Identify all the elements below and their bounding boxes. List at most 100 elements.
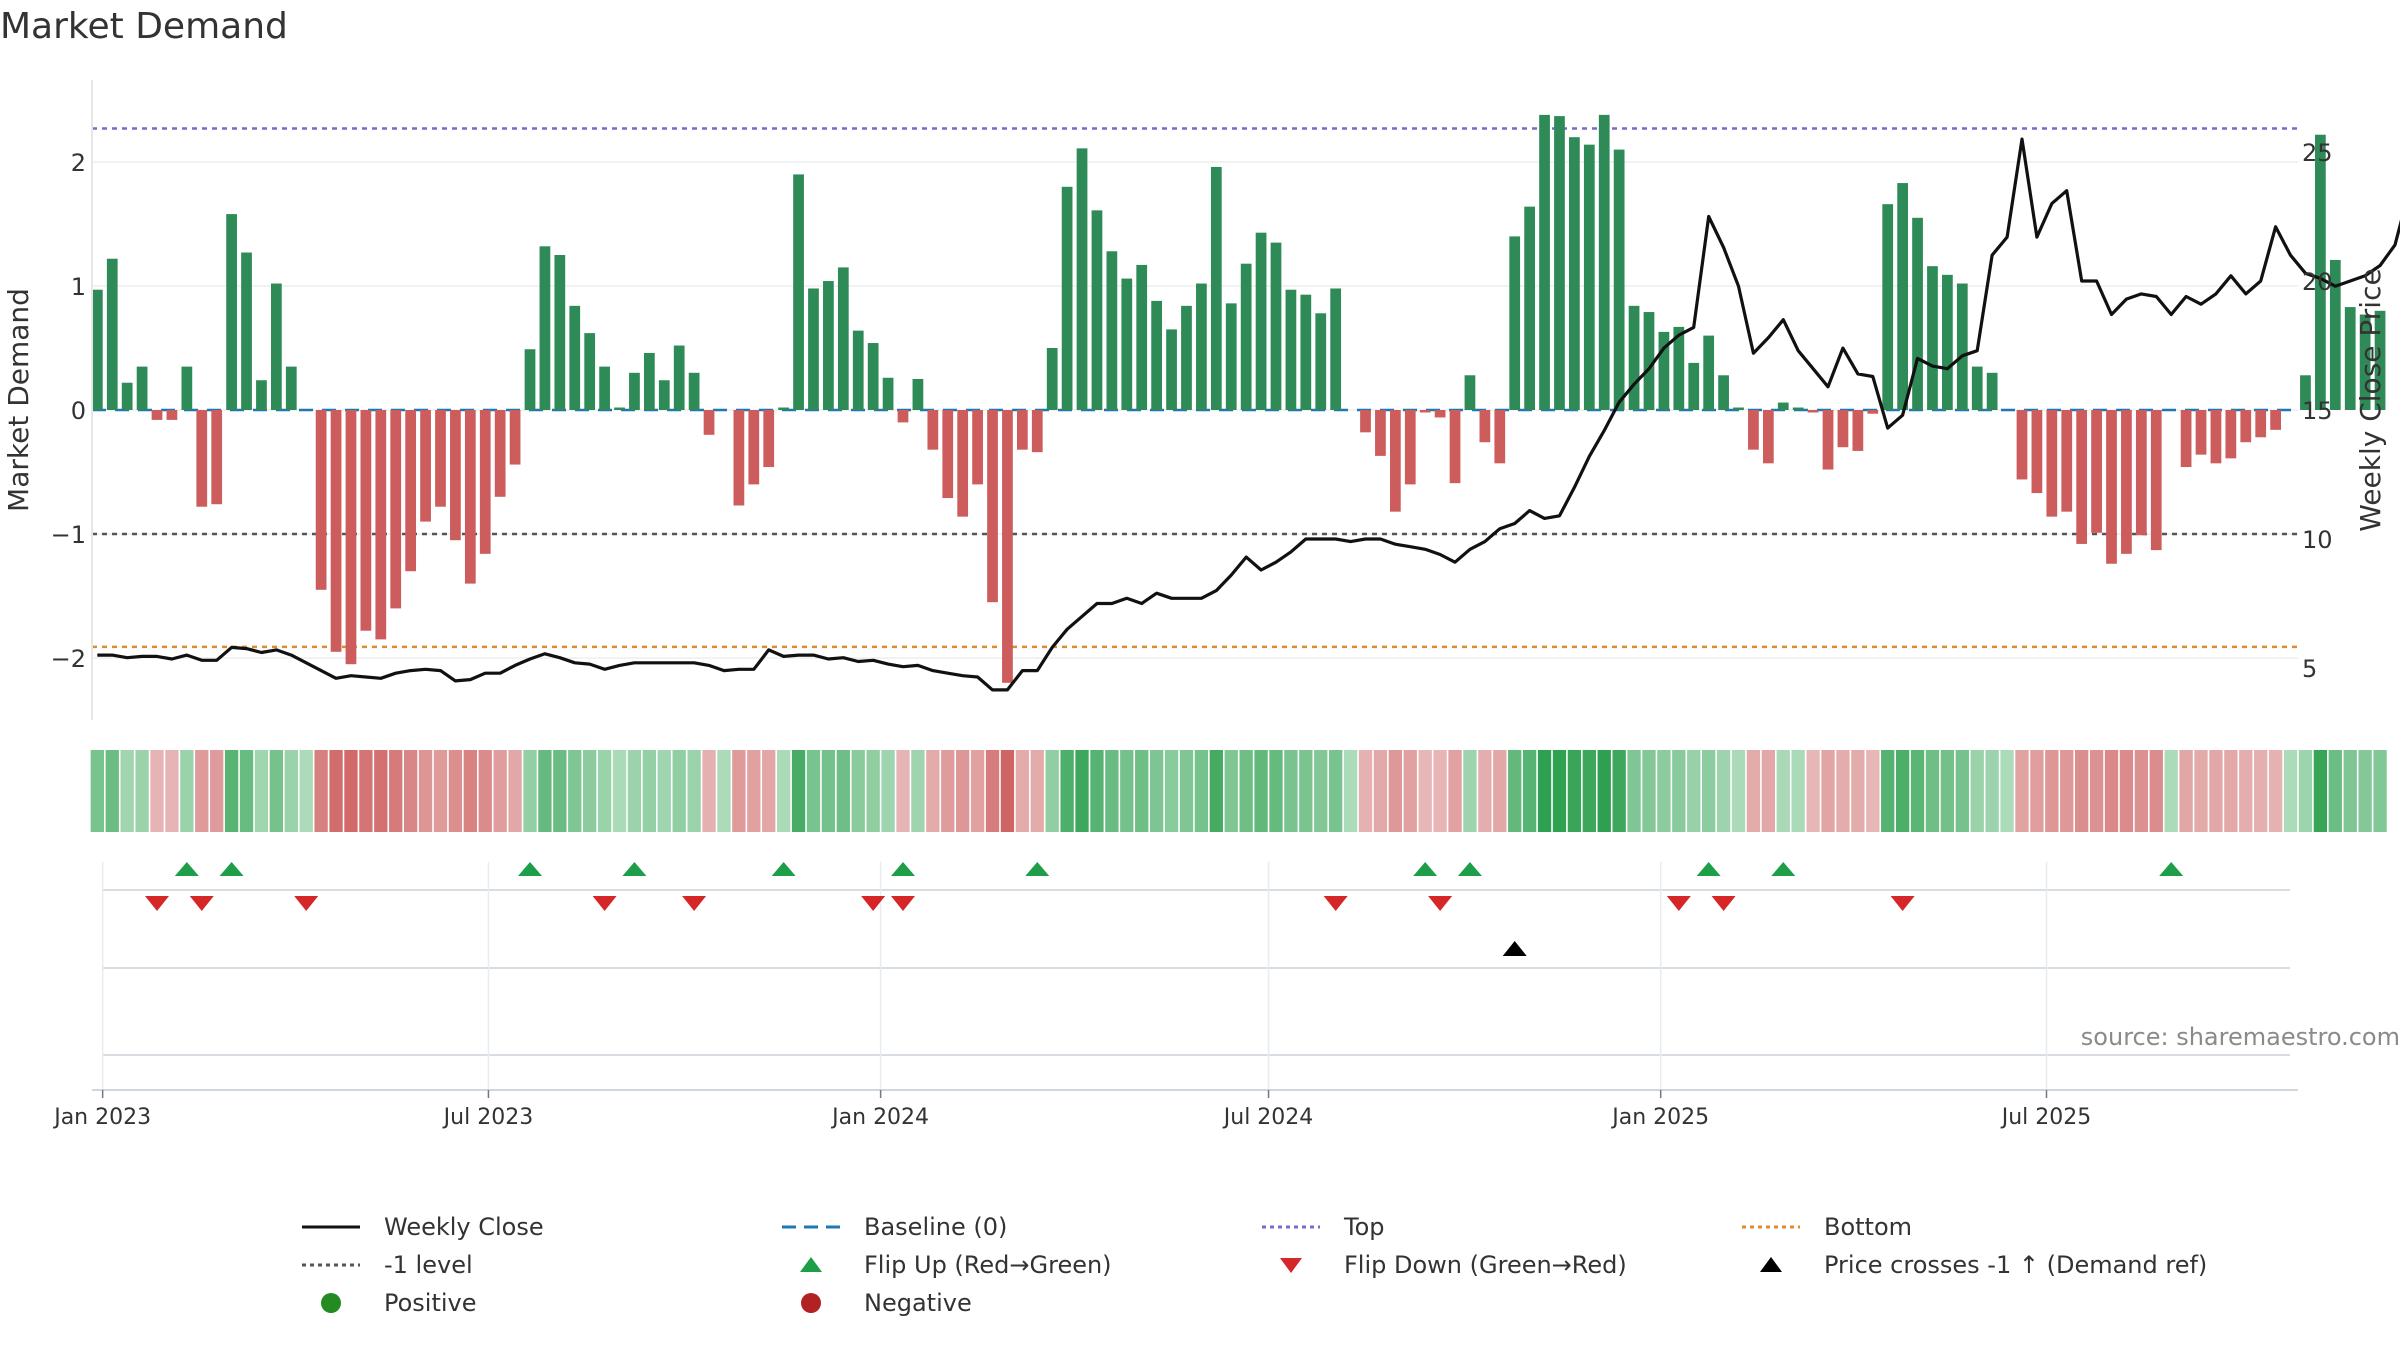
demand-bar [1389, 410, 1401, 512]
flip-up-marker [1457, 862, 1482, 876]
heat-cell [2298, 750, 2313, 832]
heat-cell [747, 750, 761, 832]
demand-bar [1897, 183, 1908, 410]
demand-bar [136, 366, 148, 410]
heat-cell [2268, 750, 2283, 832]
demand-bar [1002, 410, 1013, 683]
legend-label: Negative [864, 1289, 972, 1317]
demand-bar [629, 372, 640, 410]
legend-item-weekly-close: Weekly Close [300, 1212, 544, 1242]
heat-cell [1388, 750, 1403, 832]
demand-bar [2359, 314, 2371, 410]
demand-bar [494, 410, 506, 497]
heat-cell [239, 750, 254, 832]
demand-bar [1524, 206, 1536, 410]
demand-bar [1733, 407, 1744, 410]
heat-cell [1806, 750, 1820, 832]
dotted-line-icon [300, 1250, 362, 1280]
flip-up-marker [219, 862, 244, 876]
heat-cell [836, 750, 850, 832]
legend-label: Bottom [1824, 1213, 1913, 1241]
demand-bar [2106, 410, 2117, 564]
heat-cell [2209, 750, 2223, 832]
heat-cell [2089, 750, 2104, 832]
heat-cell [1821, 750, 1835, 832]
heat-cell [1239, 750, 1253, 832]
demand-bar [1479, 410, 1491, 443]
x-tick-label: Jul 2023 [442, 1105, 534, 1130]
flip-down-marker [861, 896, 886, 911]
flip-down-marker [1323, 896, 1348, 911]
heat-cell [896, 750, 910, 832]
legend-label: Price crosses -1 ↑ (Demand ref) [1824, 1251, 2208, 1279]
demand-bar [1076, 148, 1088, 411]
legend-label: Flip Up (Red→Green) [864, 1251, 1112, 1279]
demand-bar [330, 410, 342, 652]
heat-cell [1194, 750, 1209, 832]
demand-bar [793, 174, 804, 410]
demand-bar [1404, 410, 1416, 485]
heat-cell [1612, 750, 1626, 832]
y2-tick-label: 15 [2302, 397, 2333, 425]
heat-cell [389, 750, 403, 832]
legend-item-positive: Positive [300, 1288, 477, 1318]
demand-bar [2135, 410, 2147, 536]
heat-cell [1657, 750, 1671, 832]
demand-bar [987, 410, 998, 603]
heat-cell [1045, 750, 1059, 832]
heat-cell [1881, 750, 1895, 832]
heat-cell [2224, 750, 2238, 832]
y-tick-label: −2 [51, 645, 86, 673]
heat-cell [284, 750, 298, 832]
heat-cell [1672, 750, 1686, 832]
heat-cell [1746, 750, 1761, 832]
demand-bar [1061, 186, 1073, 410]
demand-bar [2329, 259, 2341, 410]
flip-down-marker [682, 896, 707, 911]
demand-bar [748, 410, 760, 485]
heat-cell [1851, 750, 1865, 832]
demand-bar [1762, 410, 1774, 464]
heat-cell [1090, 750, 1104, 832]
demand-bar [226, 214, 237, 410]
heat-cell [1105, 750, 1119, 832]
demand-bar [2076, 410, 2088, 544]
heat-cell [1343, 750, 1358, 832]
heat-cell [210, 750, 224, 832]
demand-bar [1971, 366, 1983, 410]
legend-label: -1 level [384, 1251, 473, 1279]
heat-cell [448, 750, 463, 832]
heat-cell [2000, 750, 2014, 832]
demand-bar [1315, 313, 1327, 410]
heat-cell [1597, 750, 1611, 832]
demand-bar [1807, 410, 1819, 413]
demand-bar [972, 410, 983, 485]
demand-bar [1703, 335, 1715, 410]
heat-cell [2343, 750, 2357, 832]
demand-bar [1837, 410, 1849, 448]
y2-axis-title: Weekly Close Price [2354, 268, 2387, 531]
demand-bar [1166, 329, 1177, 410]
heat-cell [2179, 750, 2193, 832]
heat-cell [642, 750, 657, 832]
demand-bar [688, 372, 700, 410]
demand-bar [1091, 210, 1103, 410]
heat-cell [418, 750, 433, 832]
y2-tick-label: 10 [2302, 526, 2333, 554]
demand-bar [2016, 410, 2028, 480]
demand-bar [524, 349, 536, 410]
heat-cell [553, 750, 567, 832]
demand-heat-strip [90, 750, 2387, 832]
demand-bar [479, 410, 491, 554]
heat-cell [508, 750, 522, 832]
y-tick-label: −1 [51, 521, 86, 549]
demand-bar [1449, 410, 1461, 484]
demand-bar [1882, 204, 1894, 410]
legend-label: Positive [384, 1289, 477, 1317]
demand-bar [315, 410, 327, 590]
demand-bar [420, 410, 431, 522]
demand-bar [1956, 283, 1968, 410]
demand-bar [778, 407, 790, 410]
heat-cell [359, 750, 373, 832]
flip-down-marker [1890, 896, 1915, 911]
